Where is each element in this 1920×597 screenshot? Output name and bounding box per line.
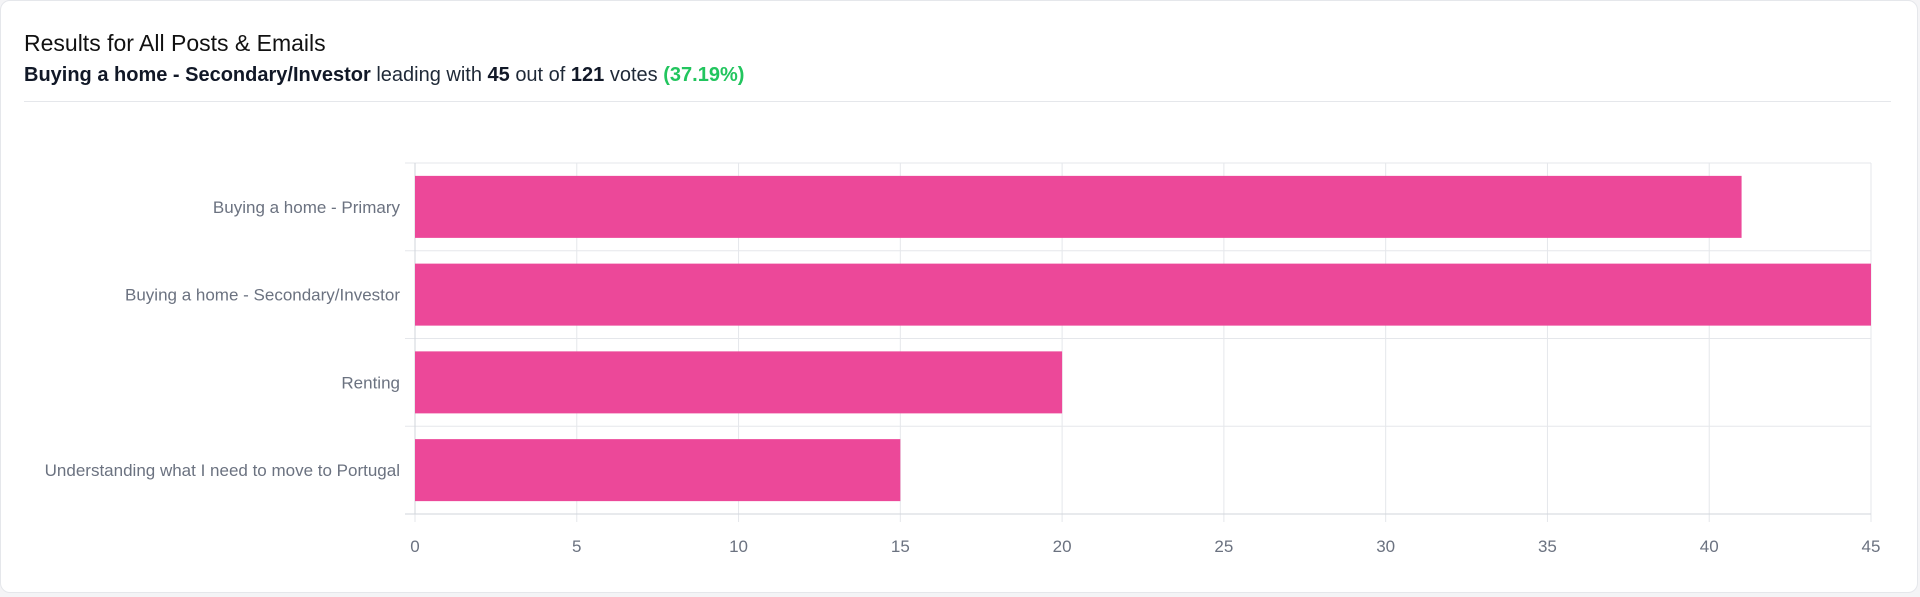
x-tick-label: 5: [572, 537, 581, 556]
results-summary: Buying a home - Secondary/Investor leadi…: [24, 60, 1891, 90]
results-bar-chart: Buying a home - Primary Buying a home - S…: [45, 162, 1880, 556]
out-of-text: out of: [515, 64, 566, 86]
bar-4[interactable]: [415, 439, 901, 502]
results-header: Results for All Posts & Emails Buying a …: [24, 27, 1891, 90]
leader-percent: (37.19%): [663, 64, 745, 86]
x-tick-label: 30: [1376, 537, 1395, 556]
x-axis-ticks: 0 5 10 15 20 25 30 35 40 45: [410, 537, 1880, 556]
x-tick-label: 10: [729, 537, 748, 556]
category-labels: Buying a home - Primary Buying a home - S…: [45, 198, 401, 480]
x-tick-label: 20: [1053, 537, 1072, 556]
bars: [415, 175, 1871, 502]
bar-3[interactable]: [415, 351, 1063, 414]
x-tick-label: 25: [1214, 537, 1233, 556]
x-tick-label: 15: [891, 537, 910, 556]
results-title: Results for All Posts & Emails: [24, 30, 326, 56]
category-label: Renting: [341, 373, 400, 392]
x-tick-label: 40: [1700, 537, 1719, 556]
bar-1[interactable]: [415, 175, 1742, 238]
bar-2[interactable]: [415, 263, 1871, 326]
leader-label: Buying a home - Secondary/Investor: [24, 64, 371, 86]
x-tick-label: 35: [1538, 537, 1557, 556]
votes-text: votes: [609, 64, 658, 86]
x-tick-label: 0: [410, 537, 419, 556]
category-label: Understanding what I need to move to Por…: [45, 461, 400, 480]
header-divider: [24, 101, 1891, 102]
leader-votes: 45: [487, 64, 510, 86]
total-votes: 121: [570, 64, 605, 86]
category-label: Buying a home - Secondary/Investor: [125, 286, 400, 305]
category-label: Buying a home - Primary: [213, 198, 401, 217]
leading-with-text: leading with: [376, 64, 482, 86]
x-tick-label: 45: [1862, 537, 1881, 556]
